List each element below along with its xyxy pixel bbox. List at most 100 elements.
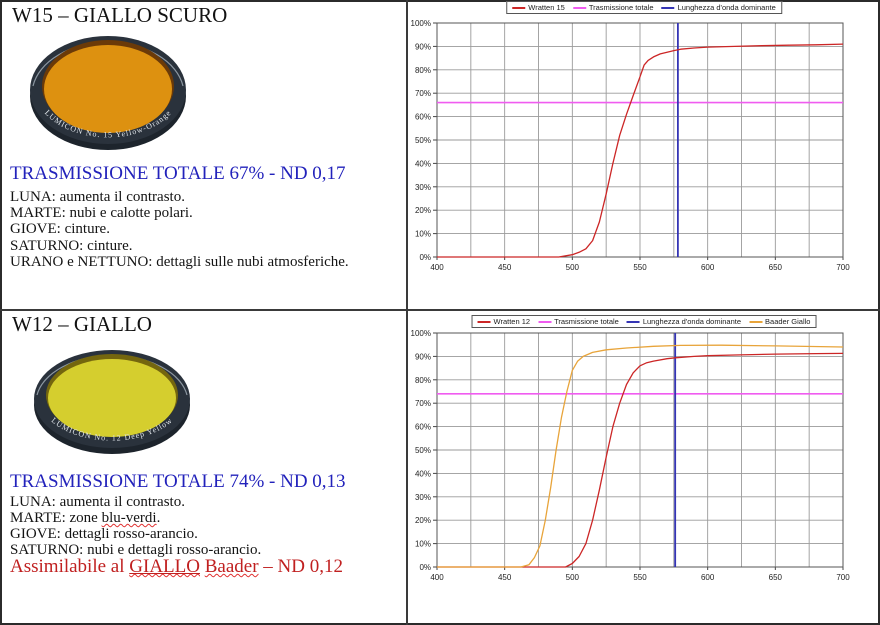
legend-swatch bbox=[661, 6, 675, 9]
legend-label: Trasmissione totale bbox=[554, 317, 619, 326]
legend-label: Lunghezza d'onda dominante bbox=[677, 3, 776, 12]
transmission-heading-w15: TRASMISSIONE TOTALE 67% - ND 0,17 bbox=[10, 163, 346, 184]
underlined-word-giallo: GIALLO bbox=[129, 556, 200, 577]
note-luna: LUNA: aumenta il contrasto. bbox=[10, 494, 185, 510]
filter-photo-w15: LUMICON No. 15 Yellow-Orange bbox=[28, 34, 188, 157]
x-tick-label: 650 bbox=[769, 263, 783, 272]
legend-swatch bbox=[538, 320, 552, 323]
legend-swatch bbox=[572, 6, 586, 9]
y-tick-label: 30% bbox=[415, 183, 431, 192]
note-marte: MARTE: nubi e calotte polari. bbox=[10, 205, 193, 222]
y-tick-label: 10% bbox=[415, 540, 431, 549]
plot-border bbox=[436, 22, 844, 258]
planet-notes-w12: LUNA: aumenta il contrasto. MARTE: zone … bbox=[10, 494, 261, 558]
plot-border bbox=[436, 332, 844, 568]
x-tick-label: 550 bbox=[633, 573, 647, 582]
legend-item: Wratten 12 bbox=[477, 317, 531, 326]
y-tick-label: 60% bbox=[415, 423, 431, 432]
x-tick-label: 700 bbox=[836, 263, 850, 272]
y-tick-label: 40% bbox=[415, 159, 431, 168]
legend-label: Lunghezza d'onda dominante bbox=[642, 317, 742, 326]
y-tick-label: 0% bbox=[419, 563, 431, 572]
y-tick-label: 20% bbox=[415, 206, 431, 215]
legend-item: Lunghezza d'onda dominante bbox=[626, 317, 742, 326]
filter-photo-w12-svg: LUMICON No. 12 Deep Yellow bbox=[34, 350, 190, 454]
legend-item: Lunghezza d'onda dominante bbox=[661, 3, 776, 12]
y-tick-label: 30% bbox=[415, 493, 431, 502]
transmission-chart-w15: Wratten 15 Trasmissione totale Lunghezza d… bbox=[410, 0, 878, 300]
chart-axis-labels: 400 450 500 550 600 650 700 0% 10% 20% 30% 40% 50% 60… bbox=[411, 19, 851, 272]
x-tick-label: 500 bbox=[566, 263, 580, 272]
misspelled-word-baader: Baader bbox=[204, 556, 259, 577]
filter-glass-w15 bbox=[44, 45, 172, 133]
y-tick-label: 90% bbox=[415, 42, 431, 51]
legend-swatch bbox=[512, 6, 526, 9]
y-tick-label: 10% bbox=[415, 230, 431, 239]
filter-photo-w12: LUMICON No. 12 Deep Yellow bbox=[32, 349, 193, 461]
x-tick-label: 650 bbox=[769, 573, 783, 582]
chart-legend-w12: Wratten 12 Trasmissione totale Lunghezza d… bbox=[471, 315, 817, 328]
y-tick-label: 50% bbox=[415, 136, 431, 145]
note-marte-prefix: MARTE: zone bbox=[10, 510, 102, 526]
chart-ticks bbox=[433, 22, 844, 260]
legend-swatch bbox=[477, 320, 491, 323]
x-tick-label: 450 bbox=[498, 263, 512, 272]
planet-notes-w15: LUNA: aumenta il contrasto. MARTE: nubi … bbox=[10, 189, 349, 270]
chart-grid bbox=[436, 22, 844, 258]
baader-equivalence-note: Assimilabile al GIALLO Baader – ND 0,12 bbox=[10, 556, 343, 578]
note-giove: GIOVE: cinture. bbox=[10, 221, 110, 238]
x-tick-label: 450 bbox=[498, 573, 512, 582]
y-tick-label: 100% bbox=[411, 329, 431, 338]
y-tick-label: 40% bbox=[415, 469, 431, 478]
x-tick-label: 600 bbox=[701, 263, 715, 272]
y-tick-label: 80% bbox=[415, 66, 431, 75]
note-saturno: SATURNO: nubi e dettagli rosso-arancio. bbox=[10, 542, 262, 558]
table-vertical-divider bbox=[406, 0, 408, 625]
y-tick-label: 90% bbox=[415, 352, 431, 361]
y-tick-label: 0% bbox=[419, 253, 431, 262]
note-luna: LUNA: aumenta il contrasto. bbox=[10, 189, 185, 205]
legend-swatch bbox=[749, 320, 763, 323]
section-title-w12: W12 – GIALLO bbox=[12, 312, 152, 336]
chart-grid bbox=[436, 332, 844, 568]
transmission-heading-w12: TRASMISSIONE TOTALE 74% - ND 0,13 bbox=[10, 471, 346, 492]
table-horizontal-divider bbox=[0, 309, 880, 311]
red-note-prefix: Assimilabile al bbox=[10, 556, 130, 577]
chart-axis-labels: 400 450 500 550 600 650 700 0% 10% 20% 30% 40% 50% 60… bbox=[411, 329, 851, 582]
legend-label: Wratten 15 bbox=[528, 3, 565, 12]
y-tick-label: 100% bbox=[411, 19, 431, 28]
series-baader-giallo bbox=[437, 344, 844, 568]
x-tick-label: 700 bbox=[836, 573, 850, 582]
chart-legend-w15: Wratten 15 Trasmissione totale Lunghezza d… bbox=[506, 1, 782, 14]
note-marte: MARTE: zone blu-verdi. bbox=[10, 510, 261, 526]
legend-label: Wratten 12 bbox=[493, 317, 531, 326]
red-note-suffix: – ND 0,12 bbox=[258, 556, 343, 577]
x-tick-label: 400 bbox=[430, 573, 444, 582]
legend-item: Baader Giallo bbox=[749, 317, 810, 326]
chart-svg-w15: 400 450 500 550 600 650 700 0% 10% 20% 30% 40% 50% 60… bbox=[411, 19, 851, 272]
x-tick-label: 500 bbox=[566, 573, 580, 582]
note-giove: GIOVE: dettagli rosso-arancio. bbox=[10, 526, 198, 542]
legend-item: Trasmissione totale bbox=[538, 317, 619, 326]
legend-swatch bbox=[626, 320, 640, 323]
y-tick-label: 50% bbox=[415, 446, 431, 455]
transmission-chart-w12: Wratten 12 Trasmissione totale Lunghezza d… bbox=[410, 310, 878, 610]
y-tick-label: 20% bbox=[415, 516, 431, 525]
y-tick-label: 70% bbox=[415, 399, 431, 408]
filter-glass-w12 bbox=[48, 359, 176, 437]
x-tick-label: 400 bbox=[430, 263, 444, 272]
misspelled-word: blu-verdi bbox=[101, 510, 157, 526]
legend-label: Baader Giallo bbox=[765, 317, 811, 326]
chart-svg-w12: 400 450 500 550 600 650 700 0% 10% 20% 30% 40% 50% 60… bbox=[411, 329, 851, 582]
series-wratten-12 bbox=[437, 352, 844, 568]
y-tick-label: 80% bbox=[415, 376, 431, 385]
note-marte-suffix: . bbox=[156, 510, 161, 526]
note-saturno: SATURNO: cinture. bbox=[10, 237, 133, 254]
series-wratten-15 bbox=[437, 43, 844, 258]
y-tick-label: 60% bbox=[415, 113, 431, 122]
x-tick-label: 550 bbox=[633, 263, 647, 272]
legend-item: Wratten 15 bbox=[512, 3, 565, 12]
section-title-w15: W15 – GIALLO SCURO bbox=[12, 3, 228, 27]
filter-photo-w15-svg: LUMICON No. 15 Yellow-Orange bbox=[30, 36, 186, 150]
